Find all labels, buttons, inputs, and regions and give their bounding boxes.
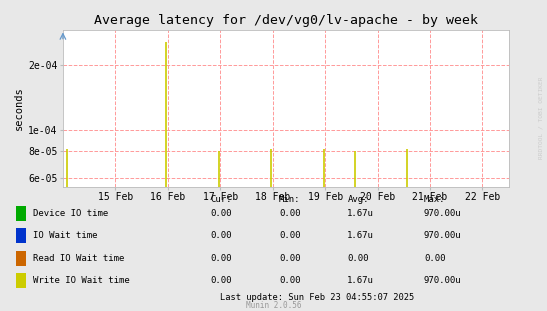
Text: Avg:: Avg: xyxy=(347,195,369,204)
Text: 0.00: 0.00 xyxy=(279,209,300,218)
Text: 0.00: 0.00 xyxy=(347,254,369,263)
Y-axis label: seconds: seconds xyxy=(14,86,24,130)
Text: 970.00u: 970.00u xyxy=(424,209,462,218)
Text: RRDTOOL / TOBI OETIKER: RRDTOOL / TOBI OETIKER xyxy=(538,77,543,160)
Text: Read IO Wait time: Read IO Wait time xyxy=(33,254,124,263)
Text: 0.00: 0.00 xyxy=(279,231,300,240)
Text: 0.00: 0.00 xyxy=(424,254,445,263)
Text: Last update: Sun Feb 23 04:55:07 2025: Last update: Sun Feb 23 04:55:07 2025 xyxy=(220,293,415,302)
Text: Min:: Min: xyxy=(279,195,300,204)
Text: 0.00: 0.00 xyxy=(211,231,232,240)
Text: 1.67u: 1.67u xyxy=(347,276,374,285)
Text: Device IO time: Device IO time xyxy=(33,209,108,218)
Text: Munin 2.0.56: Munin 2.0.56 xyxy=(246,301,301,310)
Text: 0.00: 0.00 xyxy=(211,209,232,218)
Text: 0.00: 0.00 xyxy=(211,276,232,285)
Text: Write IO Wait time: Write IO Wait time xyxy=(33,276,130,285)
Text: 970.00u: 970.00u xyxy=(424,276,462,285)
FancyBboxPatch shape xyxy=(16,273,26,288)
Text: Cur:: Cur: xyxy=(211,195,232,204)
Text: IO Wait time: IO Wait time xyxy=(33,231,97,240)
Title: Average latency for /dev/vg0/lv-apache - by week: Average latency for /dev/vg0/lv-apache -… xyxy=(94,14,478,27)
FancyBboxPatch shape xyxy=(16,251,26,266)
Text: 0.00: 0.00 xyxy=(211,254,232,263)
FancyBboxPatch shape xyxy=(16,206,26,221)
FancyBboxPatch shape xyxy=(16,228,26,243)
Text: 0.00: 0.00 xyxy=(279,276,300,285)
Text: Max:: Max: xyxy=(424,195,445,204)
Text: 0.00: 0.00 xyxy=(279,254,300,263)
Text: 1.67u: 1.67u xyxy=(347,231,374,240)
Text: 1.67u: 1.67u xyxy=(347,209,374,218)
Text: 970.00u: 970.00u xyxy=(424,231,462,240)
